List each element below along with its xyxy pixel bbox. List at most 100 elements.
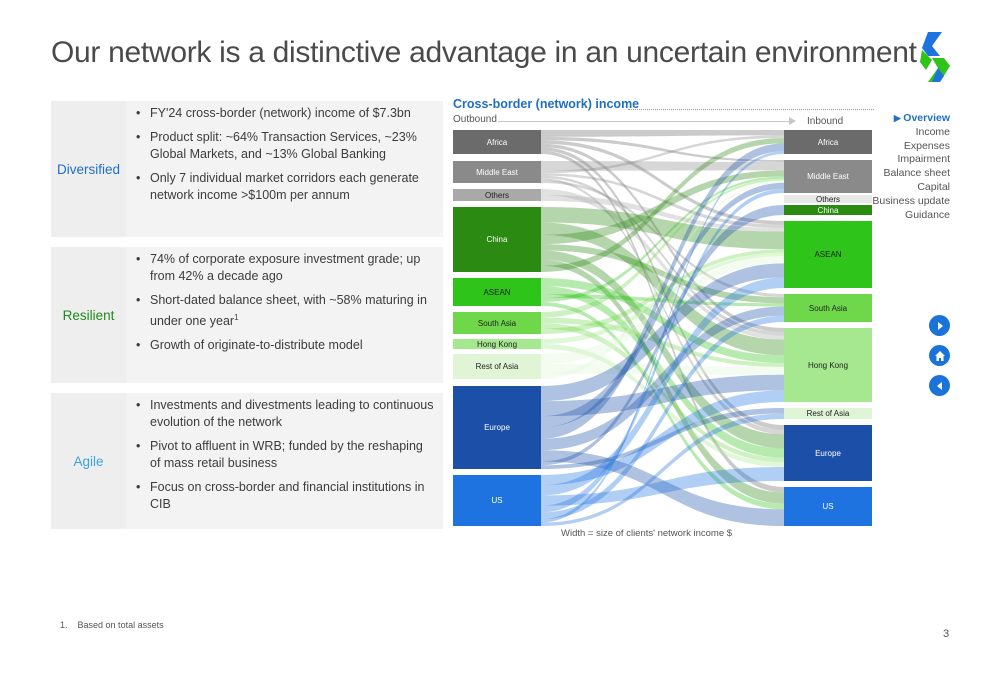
flow-ribbon xyxy=(541,277,784,496)
row-agile: Agile Investments and divestments leadin… xyxy=(51,393,443,529)
bullet-item: Short-dated balance sheet, with ~58% mat… xyxy=(134,292,434,330)
menu-item-capital[interactable]: Capital xyxy=(917,180,950,193)
flow-ribbon xyxy=(541,189,784,340)
bullet-item: 74% of corporate exposure investment gra… xyxy=(134,251,434,285)
menu-item-income[interactable]: Income xyxy=(915,125,950,138)
outbound-node-europe: Europe xyxy=(453,386,541,469)
flow-ribbon xyxy=(541,130,784,137)
flow-ribbon xyxy=(541,413,784,526)
flow-ribbon xyxy=(541,364,784,375)
flow-ribbon xyxy=(541,173,784,229)
flow-ribbon xyxy=(541,140,784,225)
inbound-node-south-asia: South Asia xyxy=(784,294,872,322)
footnote-marker: 1 xyxy=(234,313,239,322)
bullet-list: FY'24 cross-border (network) income of $… xyxy=(134,105,434,211)
flow-ribbon xyxy=(541,408,784,469)
bullet-item: Focus on cross-border and financial inst… xyxy=(134,479,434,513)
outbound-node-africa: Africa xyxy=(453,130,541,154)
flow-ribbon xyxy=(541,143,784,439)
back-button[interactable] xyxy=(929,375,950,396)
bullet-item: Growth of originate-to-distribute model xyxy=(134,337,434,354)
outbound-node-asean: ASEAN xyxy=(453,278,541,306)
flow-ribbon xyxy=(541,147,784,430)
menu-item-impairment[interactable]: Impairment xyxy=(897,153,950,166)
menu-item-expenses[interactable]: Expenses xyxy=(903,139,950,152)
flow-ribbon xyxy=(541,259,784,504)
menu-item-balance-sheet[interactable]: Balance sheet xyxy=(883,167,950,180)
row-label: Diversified xyxy=(51,101,126,237)
flow-ribbon xyxy=(541,205,784,466)
flow-ribbon xyxy=(541,317,784,367)
flow-ribbon xyxy=(541,143,784,332)
flow-ribbon xyxy=(541,176,784,302)
outbound-node-hong-kong: Hong Kong xyxy=(453,339,541,349)
flow-ribbon xyxy=(541,344,784,467)
bullet-list: Investments and divestments leading to c… xyxy=(134,397,434,520)
flow-ribbon xyxy=(541,151,784,523)
flow-ribbon xyxy=(541,222,784,356)
next-button[interactable] xyxy=(929,315,950,336)
row-resilient: Resilient 74% of corporate exposure inve… xyxy=(51,247,443,383)
bullet-text: Short-dated balance sheet, with ~58% mat… xyxy=(150,293,427,329)
home-icon xyxy=(934,350,945,361)
flow-ribbon xyxy=(541,244,784,304)
outbound-node-others: Others xyxy=(453,189,541,201)
row-label: Resilient xyxy=(51,247,126,383)
flow-ribbon xyxy=(541,450,784,526)
flow-ribbon xyxy=(541,178,784,318)
bullet-item: Product split: ~64% Transaction Services… xyxy=(134,129,434,163)
flow-ribbon xyxy=(541,249,784,334)
chart-title: Cross-border (network) income xyxy=(453,97,640,111)
flow-ribbon xyxy=(541,315,784,520)
bullet-item: FY'24 cross-border (network) income of $… xyxy=(134,105,434,122)
menu-item-business-update[interactable]: Business update xyxy=(872,194,950,207)
outbound-node-rest-of-asia: Rest of Asia xyxy=(453,354,541,379)
inbound-node-africa: Africa xyxy=(784,130,872,154)
menu-item-guidance[interactable]: Guidance xyxy=(905,208,950,221)
flow-arrow-line xyxy=(498,121,790,122)
flow-ribbon xyxy=(541,207,784,250)
footnote-number: 1. xyxy=(60,620,68,630)
inbound-node-middle-east: Middle East xyxy=(784,160,872,193)
section-menu: Overview Income Expenses Impairment Bala… xyxy=(872,112,950,222)
outbound-label: Outbound xyxy=(453,114,497,125)
inbound-node-asean: ASEAN xyxy=(784,221,872,288)
flow-ribbon xyxy=(541,175,784,336)
row-diversified: Diversified FY'24 cross-border (network)… xyxy=(51,101,443,237)
standard-chartered-logo xyxy=(920,32,950,82)
home-button[interactable] xyxy=(929,345,950,366)
flow-ribbon xyxy=(541,294,784,307)
flow-ribbon xyxy=(541,467,784,506)
flow-ribbon xyxy=(541,150,784,493)
page-number: 3 xyxy=(943,628,950,640)
flow-ribbon xyxy=(541,170,784,245)
flow-ribbon xyxy=(541,263,784,402)
outbound-node-china: China xyxy=(453,207,541,272)
flow-ribbon xyxy=(541,178,784,435)
next-icon xyxy=(937,321,943,330)
flow-ribbon xyxy=(541,135,784,174)
flow-ribbon xyxy=(541,306,784,451)
flow-ribbon xyxy=(541,195,784,232)
outbound-node-middle-east: Middle East xyxy=(453,161,541,183)
menu-item-overview[interactable]: Overview xyxy=(872,112,950,126)
flow-ribbon xyxy=(541,188,784,513)
inbound-label: Inbound xyxy=(807,116,844,127)
footnote-text: Based on total assets xyxy=(77,620,164,630)
flow-ribbon xyxy=(541,180,784,298)
bullet-list: 74% of corporate exposure investment gra… xyxy=(134,251,434,361)
flow-ribbon xyxy=(541,390,784,486)
inbound-node-europe: Europe xyxy=(784,425,872,481)
flow-ribbon xyxy=(541,286,784,458)
bullet-item: Only 7 individual market corridors each … xyxy=(134,170,434,204)
footnote: 1. Based on total assets xyxy=(60,620,164,630)
flow-ribbon xyxy=(541,138,784,272)
flow-ribbon xyxy=(541,278,784,364)
inbound-node-rest-of-asia: Rest of Asia xyxy=(784,408,872,419)
flow-ribbon xyxy=(541,252,784,344)
flow-ribbon xyxy=(541,136,784,163)
flow-arrow-icon xyxy=(789,117,796,125)
flow-ribbon xyxy=(541,323,784,463)
flow-ribbon xyxy=(541,302,784,510)
